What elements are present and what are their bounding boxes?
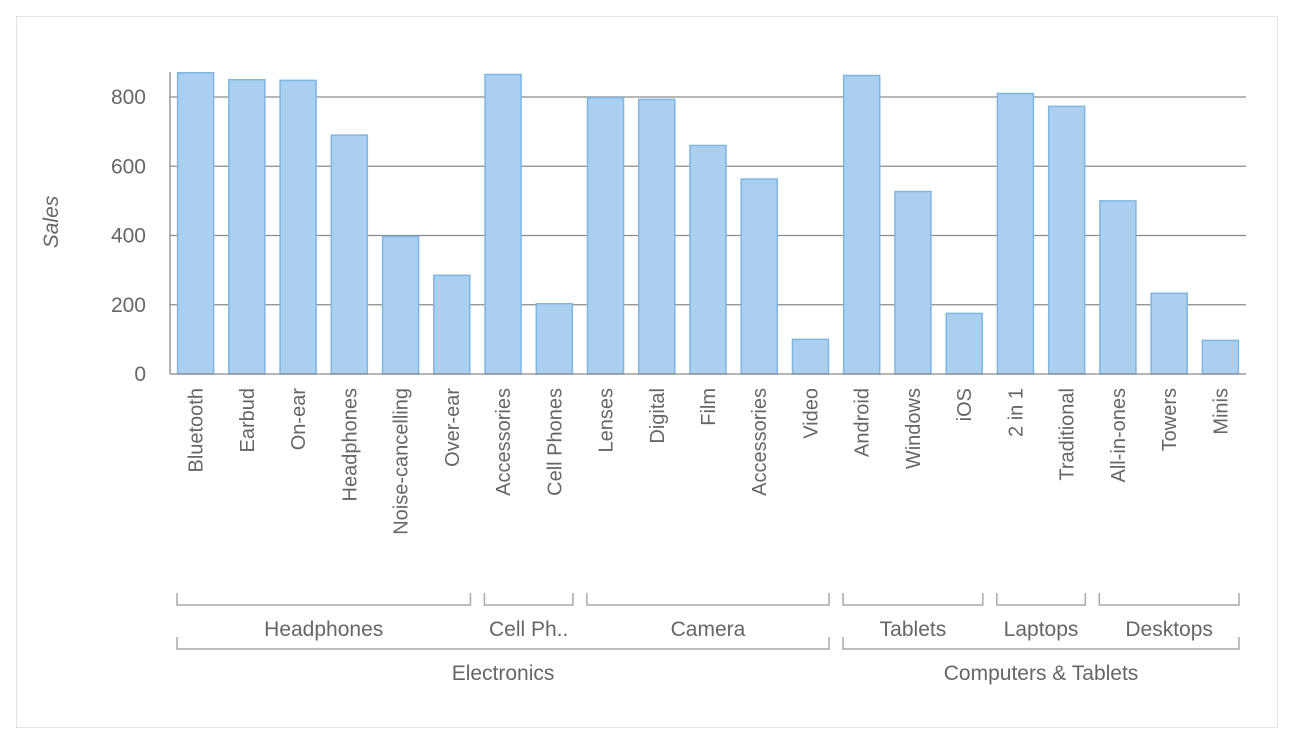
group-bracket <box>176 637 830 650</box>
x-tick-label: 2 in 1 <box>1005 388 1027 437</box>
y-tick-label: 0 <box>134 363 146 386</box>
x-tick-label: Minis <box>1210 388 1232 435</box>
bar-minis[interactable] <box>1201 339 1240 375</box>
x-tick-label: Headphones <box>339 388 361 501</box>
y-axis-label: Sales <box>40 195 63 248</box>
bar-bluetooth[interactable] <box>176 72 215 375</box>
bar-android[interactable] <box>842 74 881 375</box>
bar-towers[interactable] <box>1150 292 1188 375</box>
bar-all-in-ones[interactable] <box>1099 200 1137 375</box>
group-label: Camera <box>671 618 746 641</box>
bars <box>176 72 1240 375</box>
y-tick-label: 800 <box>111 86 146 109</box>
x-tick-label: Earbud <box>237 388 259 453</box>
group-bracket <box>586 593 830 606</box>
category-groups: Headphones Cell Ph.. Camera Tablets Laptops D… <box>176 593 1240 685</box>
x-tick-label: On-ear <box>288 388 310 451</box>
x-tick-label: Android <box>852 388 874 457</box>
bar-video[interactable] <box>791 338 830 375</box>
group-label: Laptops <box>1004 618 1079 641</box>
bar-ios[interactable] <box>945 312 983 375</box>
x-tick-label: Windows <box>903 388 925 469</box>
bar-headphones[interactable] <box>330 134 369 375</box>
bar-accessories[interactable] <box>484 73 522 375</box>
group-bracket <box>483 593 574 606</box>
bar-earbud[interactable] <box>228 78 266 375</box>
bar-noise-cancelling[interactable] <box>381 235 420 375</box>
group-label: Computers & Tablets <box>944 662 1139 685</box>
group-bracket <box>176 593 472 606</box>
group-label: Tablets <box>880 618 947 641</box>
x-tick-label: Digital <box>647 388 669 444</box>
bar-film[interactable] <box>689 144 727 375</box>
y-tick-label: 600 <box>111 155 146 178</box>
group-label: Headphones <box>264 618 383 641</box>
group-bracket <box>842 593 984 606</box>
x-tick-label: Accessories <box>493 388 515 496</box>
bar-traditional[interactable] <box>1047 105 1086 375</box>
bar-windows[interactable] <box>894 190 932 375</box>
group-bracket <box>842 637 1240 650</box>
x-tick-label: Film <box>698 388 720 426</box>
bar-on-ear[interactable] <box>279 79 317 375</box>
group-bracket <box>1098 593 1240 606</box>
x-tick-label: Cell Phones <box>544 388 566 496</box>
x-tick-label: All-in-ones <box>1108 388 1130 482</box>
axes <box>169 72 1246 375</box>
x-tick-labels: Bluetooth Earbud On-ear Headphones Noise-can… <box>186 388 1233 535</box>
y-tick-labels: 0 200 400 600 800 <box>111 86 146 386</box>
x-tick-label: Video <box>800 388 822 439</box>
bar-2-in-1[interactable] <box>996 92 1035 375</box>
group-label: Cell Ph.. <box>489 618 568 641</box>
x-tick-label: Traditional <box>1057 388 1079 481</box>
x-tick-label: Accessories <box>749 388 771 496</box>
x-tick-label: Lenses <box>596 388 618 453</box>
x-tick-label: iOS <box>954 388 976 421</box>
group-bracket <box>996 593 1087 606</box>
x-tick-label: Over-ear <box>442 388 464 467</box>
x-tick-label: Bluetooth <box>186 388 208 473</box>
group-label: Electronics <box>452 662 555 685</box>
bar-over-ear[interactable] <box>433 274 471 375</box>
group-label: Desktops <box>1125 618 1213 641</box>
bar-cell-phones[interactable] <box>535 302 574 375</box>
y-tick-label: 200 <box>111 294 146 317</box>
bar-accessories[interactable] <box>740 178 778 375</box>
bar-lenses[interactable] <box>586 96 625 375</box>
x-tick-label: Towers <box>1159 388 1181 451</box>
x-tick-label: Noise-cancelling <box>391 388 413 535</box>
bar-digital[interactable] <box>638 98 676 375</box>
y-tick-label: 400 <box>111 225 146 248</box>
